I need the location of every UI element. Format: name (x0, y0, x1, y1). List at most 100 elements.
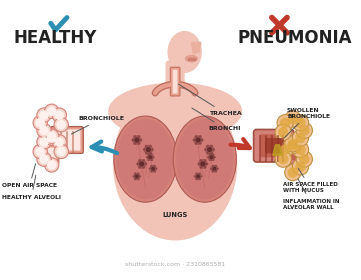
Circle shape (277, 115, 293, 131)
Circle shape (285, 136, 301, 152)
Circle shape (292, 115, 309, 131)
Text: HEALTHY: HEALTHY (14, 29, 97, 46)
Ellipse shape (117, 119, 174, 199)
Circle shape (299, 154, 310, 164)
Circle shape (135, 174, 139, 178)
Circle shape (212, 167, 217, 171)
Circle shape (210, 145, 213, 147)
Circle shape (200, 166, 202, 169)
Circle shape (199, 178, 201, 180)
Circle shape (138, 172, 139, 174)
Circle shape (295, 144, 306, 155)
FancyBboxPatch shape (53, 129, 81, 151)
Circle shape (195, 135, 197, 137)
Circle shape (134, 143, 136, 145)
Circle shape (285, 137, 301, 154)
Circle shape (137, 159, 147, 169)
Circle shape (205, 145, 214, 154)
Circle shape (39, 154, 49, 164)
Circle shape (278, 154, 288, 164)
Circle shape (134, 135, 136, 137)
Circle shape (54, 118, 69, 132)
Circle shape (138, 143, 140, 145)
Circle shape (199, 135, 201, 137)
Circle shape (288, 114, 298, 124)
Circle shape (52, 108, 66, 122)
Polygon shape (188, 58, 195, 60)
Circle shape (195, 172, 197, 174)
FancyBboxPatch shape (173, 70, 178, 94)
Circle shape (209, 155, 214, 159)
Circle shape (154, 165, 156, 167)
Text: INFLAMMATION IN
ALVEOLAR WALL: INFLAMMATION IN ALVEOLAR WALL (283, 179, 340, 209)
FancyBboxPatch shape (170, 67, 180, 96)
Circle shape (44, 158, 59, 172)
Circle shape (206, 145, 209, 147)
Circle shape (140, 139, 142, 141)
Circle shape (143, 148, 145, 151)
Circle shape (151, 165, 152, 167)
Circle shape (149, 145, 152, 147)
Circle shape (151, 153, 153, 155)
Circle shape (295, 133, 306, 143)
Circle shape (280, 144, 291, 155)
Circle shape (212, 153, 214, 155)
Circle shape (285, 111, 301, 127)
Circle shape (292, 141, 309, 158)
Circle shape (198, 159, 208, 169)
Circle shape (204, 159, 206, 161)
FancyBboxPatch shape (260, 134, 287, 157)
Circle shape (149, 168, 151, 170)
Circle shape (132, 175, 134, 177)
FancyBboxPatch shape (265, 138, 282, 153)
Circle shape (56, 120, 66, 129)
Circle shape (197, 163, 200, 165)
Circle shape (139, 161, 144, 167)
Circle shape (138, 159, 141, 161)
Circle shape (194, 172, 202, 180)
Circle shape (35, 147, 45, 156)
Circle shape (146, 147, 151, 152)
Circle shape (192, 139, 195, 141)
Circle shape (39, 110, 49, 120)
Circle shape (210, 168, 212, 170)
Circle shape (296, 151, 313, 167)
Circle shape (195, 178, 197, 180)
Circle shape (39, 126, 49, 135)
Circle shape (47, 131, 56, 141)
Circle shape (37, 108, 51, 122)
Circle shape (196, 174, 200, 178)
Text: BRONCHIOLE: BRONCHIOLE (71, 116, 125, 134)
Circle shape (292, 159, 309, 175)
Circle shape (139, 175, 141, 177)
Ellipse shape (185, 55, 198, 62)
Circle shape (52, 135, 66, 149)
Circle shape (200, 159, 202, 161)
Text: LUNGS: LUNGS (162, 212, 188, 218)
Circle shape (278, 127, 288, 137)
Circle shape (131, 139, 134, 141)
Circle shape (132, 135, 142, 145)
Circle shape (134, 137, 139, 143)
Circle shape (149, 152, 152, 155)
Circle shape (136, 163, 139, 165)
Circle shape (148, 153, 149, 155)
Circle shape (153, 156, 155, 158)
FancyBboxPatch shape (281, 145, 303, 164)
Circle shape (204, 166, 206, 169)
Circle shape (151, 167, 155, 171)
Ellipse shape (114, 116, 177, 202)
FancyBboxPatch shape (51, 127, 83, 153)
Circle shape (44, 104, 59, 118)
Circle shape (145, 152, 147, 155)
Circle shape (33, 144, 47, 159)
Circle shape (33, 116, 47, 130)
Circle shape (151, 148, 154, 151)
Text: PNEUMONIA: PNEUMONIA (238, 29, 352, 46)
Ellipse shape (173, 116, 236, 202)
Circle shape (217, 168, 219, 170)
Circle shape (55, 110, 64, 120)
Circle shape (145, 163, 147, 165)
Circle shape (214, 156, 216, 158)
Circle shape (201, 139, 204, 141)
